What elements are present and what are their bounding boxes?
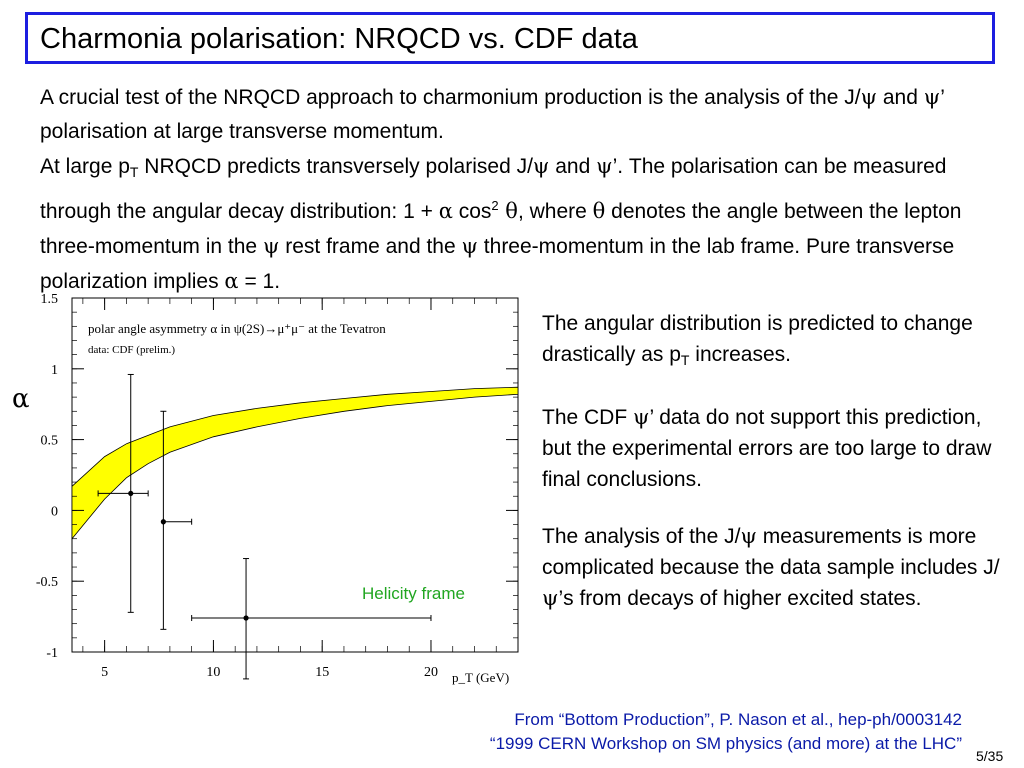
credit-line-1: From “Bottom Production”, P. Nason et al… xyxy=(514,710,962,729)
right-paragraph-2: The CDF ψ’ data do not support this pred… xyxy=(542,405,992,491)
x-tick-label: 15 xyxy=(315,665,329,680)
y-tick-label: 0.5 xyxy=(41,434,59,449)
x-tick-label: 5 xyxy=(101,665,108,680)
y-tick-label: -0.5 xyxy=(36,575,58,590)
data-point xyxy=(128,490,134,497)
right-column-text: The angular distribution is predicted to… xyxy=(542,308,1002,640)
title-box: Charmonia polarisation: NRQCD vs. CDF da… xyxy=(25,12,995,64)
data-point xyxy=(243,615,249,621)
x-tick-label: 20 xyxy=(424,665,438,680)
chart-title: polar angle asymmetry α in ψ(2S)→μ⁺μ⁻ at… xyxy=(88,321,386,336)
x-tick-label: 10 xyxy=(206,665,220,680)
y-tick-label: 0 xyxy=(51,504,58,519)
y-tick-label: -1 xyxy=(46,646,58,661)
data-point xyxy=(160,519,166,525)
chart: 1.5 1 0.5 0 -0.5 -1 5 10 15 20 polar angle asymme… xyxy=(36,292,519,685)
chart-subtitle: data: CDF (prelim.) xyxy=(88,344,175,356)
chart-annotation: Helicity frame xyxy=(362,584,465,603)
y-tick-label: 1 xyxy=(51,363,58,378)
page-number: 5/35 xyxy=(976,748,1004,764)
credits: From “Bottom Production”, P. Nason et al… xyxy=(490,708,962,756)
y-tick-label: 1.5 xyxy=(41,292,59,307)
right-paragraph-1: The angular distribution is predicted to… xyxy=(542,312,973,368)
x-axis-label: p_T (GeV) xyxy=(452,670,509,685)
plot-frame xyxy=(71,297,519,653)
credit-line-2: “1999 CERN Workshop on SM physics (and m… xyxy=(489,734,962,753)
intro-paragraph-2: At large pT NRQCD predicts transversely … xyxy=(40,154,962,293)
prediction-band xyxy=(71,386,519,540)
intro-paragraph-1: A crucial test of the NRQCD approach to … xyxy=(40,85,945,143)
intro-text: A crucial test of the NRQCD approach to … xyxy=(40,80,1000,299)
right-paragraph-3: The analysis of the J/ψ measurements is … xyxy=(542,524,1000,610)
slide-title: Charmonia polarisation: NRQCD vs. CDF da… xyxy=(40,23,638,55)
y-axis-label: α xyxy=(12,384,30,414)
